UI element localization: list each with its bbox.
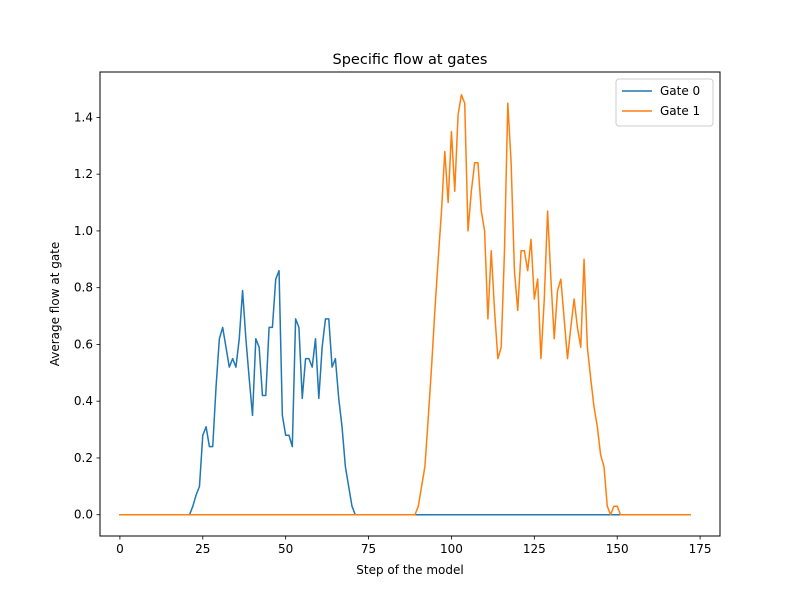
y-tick-label: 1.0 bbox=[74, 224, 93, 238]
legend: Gate 0 Gate 1 bbox=[615, 78, 714, 127]
legend-label-gate-1: Gate 1 bbox=[660, 104, 700, 118]
x-axis-label: Step of the model bbox=[356, 563, 463, 577]
x-tick-label: 75 bbox=[361, 542, 376, 556]
x-tick-label: 175 bbox=[689, 542, 712, 556]
y-tick-label: 0.0 bbox=[74, 508, 93, 522]
y-tick-label: 0.4 bbox=[74, 394, 93, 408]
y-axis-label: Average flow at gate bbox=[48, 242, 62, 367]
x-tick-label: 150 bbox=[606, 542, 629, 556]
y-tick-label: 0.2 bbox=[74, 451, 93, 465]
y-tick-label: 0.8 bbox=[74, 281, 93, 295]
series-line-gate-1 bbox=[119, 93, 691, 516]
y-tick-label: 1.2 bbox=[74, 167, 93, 181]
x-tick-label: 125 bbox=[523, 542, 546, 556]
chart-title: Specific flow at gates bbox=[333, 52, 488, 68]
y-tick-label: 0.6 bbox=[74, 337, 93, 351]
plot-area bbox=[99, 71, 721, 537]
y-tick-label: 1.4 bbox=[74, 110, 93, 124]
x-tick-label: 0 bbox=[116, 542, 124, 556]
x-tick-label: 50 bbox=[278, 542, 293, 556]
y-axis: 0.0 0.2 0.4 0.6 0.8 1.0 1.2 1.4 bbox=[74, 110, 100, 522]
x-axis: 0 25 50 75 100 125 150 175 bbox=[116, 536, 712, 556]
legend-label-gate-0: Gate 0 bbox=[660, 84, 700, 98]
x-tick-label: 100 bbox=[440, 542, 463, 556]
series-layer bbox=[119, 93, 691, 516]
x-tick-label: 25 bbox=[195, 542, 210, 556]
